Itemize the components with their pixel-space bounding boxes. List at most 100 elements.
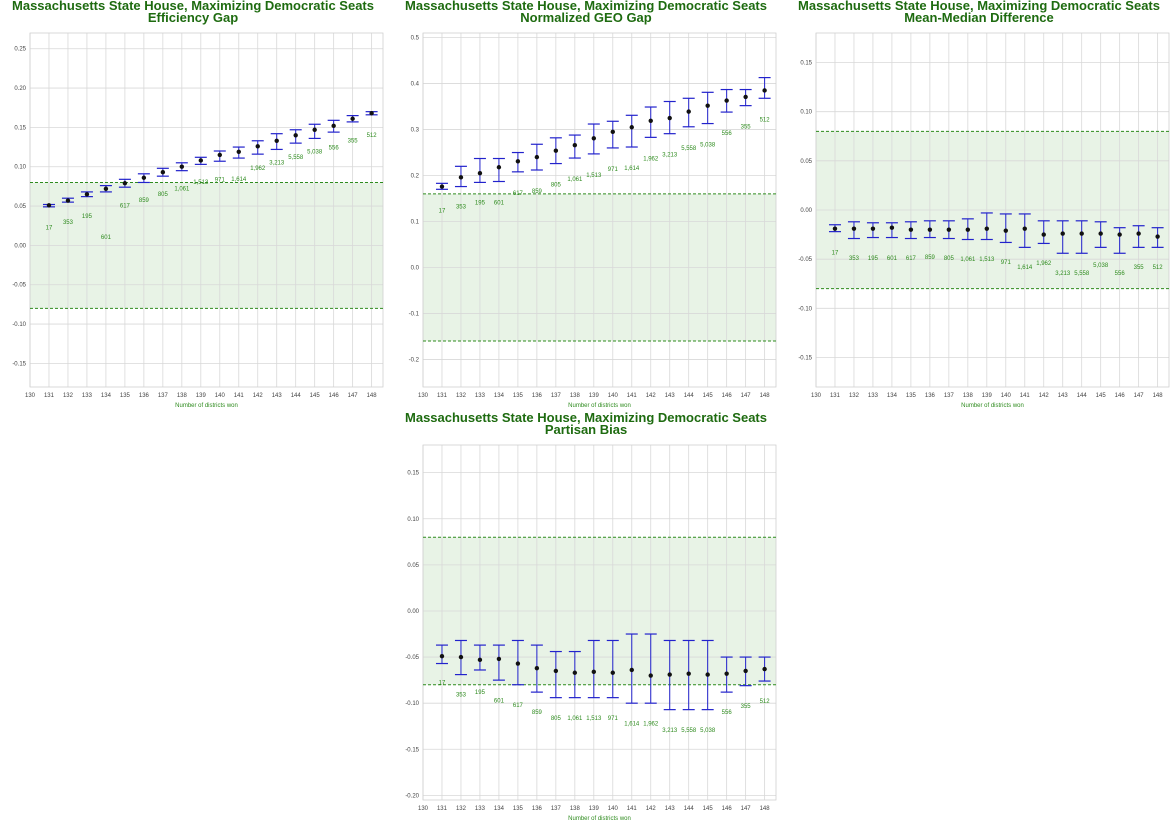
plan-count-label: 1,614 [1017, 265, 1033, 271]
plan-count-label: 17 [439, 681, 446, 687]
plan-count-label: 1,061 [960, 257, 976, 263]
data-point [141, 175, 147, 180]
data-point [293, 133, 298, 138]
x-tick-label: 139 [196, 393, 207, 399]
x-tick-label: 146 [1115, 393, 1126, 399]
data-point [889, 225, 895, 230]
normalized-geo-gap-chart: Massachusetts State House, Maximizing De… [393, 0, 779, 410]
plan-count-label: 859 [532, 189, 543, 195]
x-tick-label: 140 [1001, 393, 1012, 399]
data-point [762, 666, 767, 672]
plan-count-label: 353 [849, 256, 860, 262]
plan-count-label: 971 [608, 167, 619, 173]
mean-median-difference-chart: Massachusetts State House, Maximizing De… [786, 0, 1172, 410]
x-axis-label: Number of districts won [961, 403, 1024, 409]
data-point [851, 226, 857, 231]
plan-count-label: 1,962 [643, 156, 659, 162]
data-point [477, 657, 483, 663]
data-point [1041, 232, 1046, 237]
x-tick-label: 132 [456, 393, 467, 399]
x-tick-label: 138 [570, 806, 581, 812]
chart-title-main: Massachusetts State House, Maximizing De… [12, 0, 374, 13]
data-point [65, 198, 71, 203]
plan-count-label: 1,614 [624, 166, 640, 172]
data-point [439, 184, 445, 189]
data-point [331, 123, 336, 129]
data-point [1117, 232, 1122, 237]
x-tick-label: 140 [608, 393, 619, 399]
chart-title-metric: Efficiency Gap [147, 10, 239, 25]
x-tick-label: 142 [646, 393, 657, 399]
data-point [1060, 231, 1065, 236]
x-tick-label: 133 [475, 806, 486, 812]
plan-count-label: 5,558 [1074, 271, 1090, 277]
y-tick-label: -0.05 [405, 655, 419, 661]
data-point [439, 653, 445, 659]
plan-count-label: 355 [348, 138, 359, 144]
chart-plot: 130 131 132 133 134 135 136 137 138 139 140 141 142 1… [12, 32, 384, 409]
plan-count-label: 5,038 [700, 728, 716, 734]
plot-frame [422, 444, 777, 801]
data-point [927, 227, 933, 232]
data-point [667, 115, 672, 121]
data-point [705, 103, 710, 108]
data-point [122, 181, 128, 186]
chart-plot: 130 131 132 133 134 135 136 137 138 139 140 141 142 1… [798, 32, 1170, 409]
data-point [515, 661, 521, 666]
x-tick-label: 134 [101, 393, 112, 399]
x-tick-label: 138 [570, 393, 581, 399]
x-tick-label: 145 [310, 393, 321, 399]
x-tick-label: 135 [513, 806, 524, 812]
plan-count-label: 355 [1134, 265, 1145, 271]
plan-count-label: 512 [760, 699, 771, 705]
x-tick-label: 134 [887, 393, 898, 399]
plan-count-label: 859 [532, 710, 543, 716]
plan-count-label: 971 [1001, 260, 1012, 266]
data-point [103, 186, 109, 191]
plan-count-label: 601 [494, 200, 505, 206]
x-tick-label: 143 [272, 393, 283, 399]
data-point [553, 668, 559, 674]
chart-title: Massachusetts State House, Maximizing De… [393, 410, 779, 436]
plan-count-label: 355 [741, 125, 752, 131]
x-tick-label: 132 [456, 806, 467, 812]
plan-count-label: 601 [494, 698, 505, 704]
x-tick-label: 141 [1020, 393, 1031, 399]
plan-count-label: 601 [887, 256, 898, 262]
plan-count-label: 556 [1115, 271, 1126, 277]
data-point [350, 116, 355, 121]
y-tick-label: 0.1 [411, 219, 420, 225]
y-tick-label: -0.15 [405, 747, 419, 753]
data-point [534, 665, 540, 671]
y-tick-label: 0.00 [407, 609, 419, 615]
data-point [534, 154, 540, 160]
data-point [553, 148, 559, 153]
data-point [1155, 234, 1160, 239]
data-point [312, 127, 317, 132]
plan-count-label: 353 [456, 205, 467, 211]
y-tick-label: 0.15 [14, 125, 26, 131]
chart-title-metric: Mean-Median Difference [904, 10, 1054, 25]
chart-title: Massachusetts State House, Maximizing De… [393, 0, 779, 24]
data-point [870, 226, 876, 231]
x-tick-label: 136 [532, 806, 543, 812]
plan-count-label: 3,213 [1055, 271, 1071, 277]
x-tick-label: 137 [551, 806, 562, 812]
x-tick-label: 140 [215, 393, 226, 399]
plan-count-label: 195 [475, 200, 486, 206]
chart-title-metric: Normalized GEO Gap [520, 10, 652, 25]
plan-count-label: 1,061 [174, 186, 190, 192]
plan-count-label: 5,038 [1093, 263, 1109, 269]
x-tick-label: 140 [608, 806, 619, 812]
x-tick-label: 145 [703, 806, 714, 812]
data-point [705, 672, 710, 677]
x-tick-label: 144 [291, 393, 302, 399]
x-tick-label: 142 [253, 393, 264, 399]
x-tick-label: 141 [234, 393, 245, 399]
data-point [591, 136, 597, 141]
data-point [629, 125, 634, 130]
chart-title-main: Massachusetts State House, Maximizing De… [405, 410, 767, 425]
y-tick-label: 0.2 [411, 174, 420, 180]
y-tick-label: -0.20 [405, 793, 419, 799]
x-tick-label: 131 [44, 393, 55, 399]
